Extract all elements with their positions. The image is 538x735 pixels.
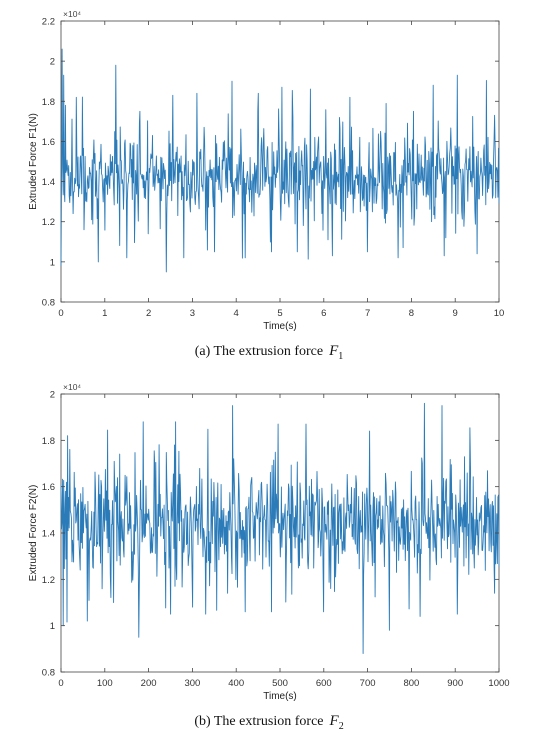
- chart1-xaxis-label: Time(s): [263, 321, 297, 332]
- caption-f1: (a) The extrusion force F1: [0, 343, 538, 362]
- chart2-xtick-label: 500: [272, 678, 288, 689]
- chart1-xtick-label: 8: [409, 308, 414, 319]
- chart1-xtick-label: 7: [365, 308, 370, 319]
- chart-f2: 0 100 200 300 400 500 600 700 800 900 1000 0.8 1 1.2 1…: [28, 382, 510, 702]
- chart2-xaxis-label: Time(s): [263, 691, 297, 702]
- chart2-exponent-label: ×10⁴: [63, 382, 81, 392]
- chart1-xtick-label: 4: [234, 308, 239, 319]
- chart2-ytick-label: 1.2: [42, 575, 55, 586]
- chart1-xtick-label: 9: [453, 308, 458, 319]
- caption-f1-text: (a) The extrusion force: [194, 344, 324, 359]
- chart2-xtick-label: 0: [58, 678, 63, 689]
- chart-f1: 0 1 2 3 4 5 6 7 8 9 10 0.8 1 1.2 1.4 1.6 1.8 2 2.2 ×10⁴ Time…: [28, 9, 505, 332]
- chart1-series-line: [60, 48, 500, 273]
- chart2-series-line: [60, 402, 500, 654]
- chart2-xtick-label: 600: [316, 678, 332, 689]
- chart1-xtick-label: 2: [146, 308, 151, 319]
- chart2-xtick-label: 300: [184, 678, 200, 689]
- caption-f2-var: F2: [329, 713, 344, 732]
- chart2-ytick-label: 0.8: [42, 668, 55, 679]
- caption-f1-var: F1: [329, 343, 344, 362]
- chart2-xtick-label: 700: [360, 678, 376, 689]
- chart2-xtick-label: 1000: [488, 678, 509, 689]
- chart1-ytick-label: 2.2: [42, 17, 55, 28]
- chart2-ytick-label: 1.6: [42, 482, 55, 493]
- chart1-xtick-label: 0: [58, 308, 63, 319]
- chart1-ytick-label: 1.6: [42, 137, 55, 148]
- chart1-xtick-label: 1: [102, 308, 107, 319]
- chart2-xtick-label: 200: [141, 678, 157, 689]
- chart1-yaxis-label: Extruded Force F1(N): [28, 113, 39, 210]
- chart2-ytick-label: 1: [50, 621, 55, 632]
- chart1-xtick-label: 6: [321, 308, 326, 319]
- chart1-ytick-label: 1.4: [42, 177, 55, 188]
- chart1-xtick-label: 5: [277, 308, 282, 319]
- chart2-ytick-label: 2: [50, 390, 55, 401]
- chart1-xtick-label: 10: [494, 308, 505, 319]
- chart2-xtick-label: 800: [403, 678, 419, 689]
- chart2-yaxis-label: Extruded Force F2(N): [28, 485, 39, 582]
- chart1-xtick-label: 3: [190, 308, 195, 319]
- caption-f2-text: (b) The extrusion force: [194, 714, 324, 729]
- chart1-ytick-label: 1.8: [42, 97, 55, 108]
- caption-f2: (b) The extrusion force F2: [0, 713, 538, 732]
- chart1-ytick-label: 2: [50, 57, 55, 68]
- chart1-exponent-label: ×10⁴: [63, 9, 81, 19]
- chart2-ytick-label: 1.8: [42, 436, 55, 447]
- chart2-xtick-label: 400: [228, 678, 244, 689]
- chart2-ytick-label: 1.4: [42, 529, 55, 540]
- chart1-ytick-label: 0.8: [42, 298, 55, 309]
- chart1-ytick-label: 1.2: [42, 217, 55, 228]
- chart1-ytick-label: 1: [50, 257, 55, 268]
- chart2-xtick-label: 900: [447, 678, 463, 689]
- chart2-xtick-label: 100: [97, 678, 113, 689]
